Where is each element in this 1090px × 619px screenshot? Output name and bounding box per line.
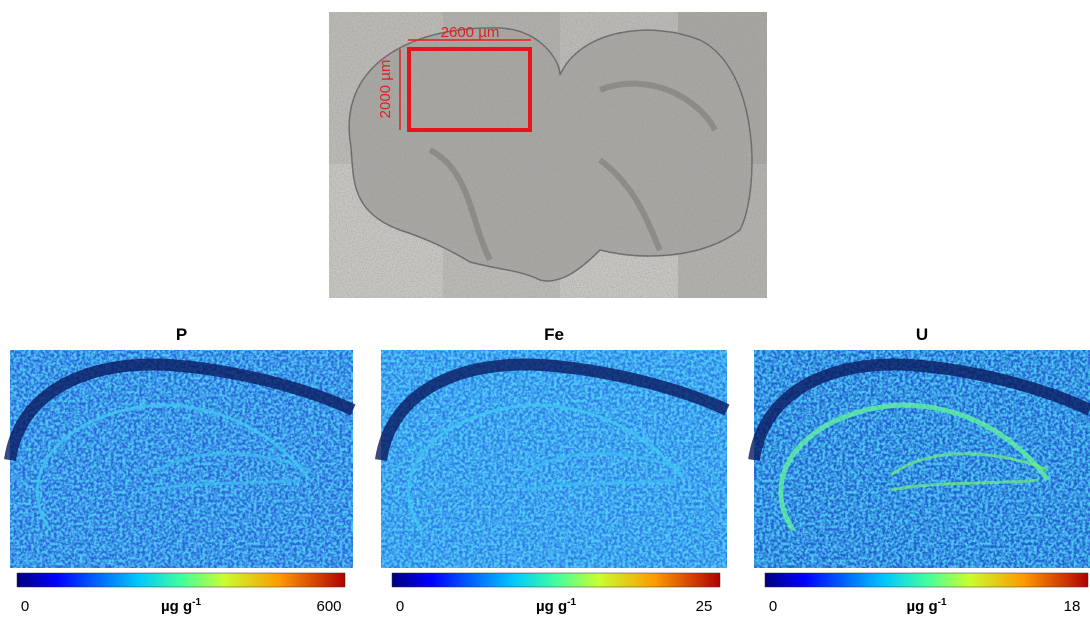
unit-text: µg g bbox=[161, 598, 192, 615]
region-box bbox=[407, 47, 532, 132]
unit-text: µg g bbox=[536, 598, 567, 615]
unit-exponent: -1 bbox=[567, 597, 576, 608]
element-map-panel: P 0 600 µg g-1 bbox=[4, 325, 356, 615]
colorbar-unit: µg g-1 bbox=[536, 597, 576, 615]
colorbar bbox=[16, 572, 346, 588]
dark-rim bbox=[4, 358, 356, 461]
micrograph: 2600 µm 2000 µm bbox=[329, 12, 767, 298]
colorbar-min: 0 bbox=[396, 598, 404, 615]
width-label: 2600 µm bbox=[441, 24, 500, 41]
tissue-layer bbox=[149, 452, 311, 492]
tissue-layer bbox=[407, 403, 685, 531]
element-map-panel: Fe 0 25 µg g-1 bbox=[375, 325, 730, 615]
colorbar bbox=[764, 572, 1089, 588]
unit-exponent: -1 bbox=[938, 597, 947, 608]
colorbar-unit: µg g-1 bbox=[906, 597, 946, 615]
colorbar bbox=[391, 572, 721, 588]
unit-exponent: -1 bbox=[192, 597, 201, 608]
dark-rim bbox=[748, 358, 1090, 462]
colorbar-max: 18 bbox=[1064, 598, 1081, 615]
element-map-panel: U 0 18 µg g-1 bbox=[748, 325, 1090, 615]
panel-title: Fe bbox=[544, 325, 564, 344]
tissue-layer bbox=[778, 402, 1050, 532]
tissue-texture bbox=[329, 12, 767, 298]
unit-text: µg g bbox=[906, 598, 937, 615]
height-label: 2000 µm bbox=[377, 60, 394, 119]
panel-title: P bbox=[176, 325, 187, 344]
colorbar-min: 0 bbox=[21, 598, 29, 615]
colorbar-min: 0 bbox=[769, 598, 777, 615]
tissue-layer bbox=[36, 403, 312, 531]
colorbar-max: 600 bbox=[316, 598, 341, 615]
colorbar-max: 25 bbox=[696, 598, 713, 615]
tissue-layer bbox=[890, 452, 1049, 492]
panel-title: U bbox=[916, 325, 928, 344]
colorbar-unit: µg g-1 bbox=[161, 597, 201, 615]
dark-rim bbox=[375, 358, 730, 461]
tissue-layer bbox=[521, 452, 685, 492]
